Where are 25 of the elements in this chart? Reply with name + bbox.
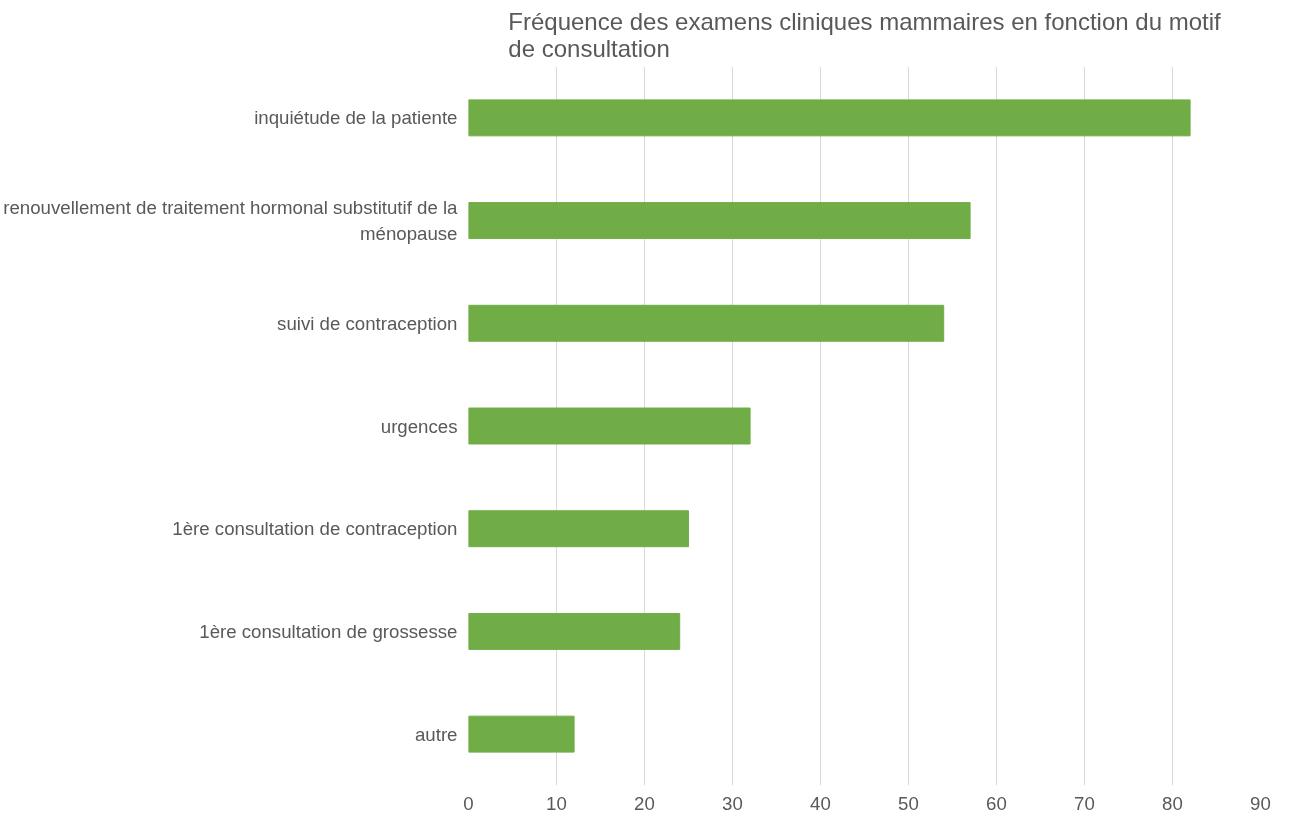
y-tick-label: autre — [414, 723, 458, 745]
x-tick-label: 0 — [463, 792, 474, 814]
x-tick-label: 20 — [634, 792, 655, 814]
bar — [468, 99, 1191, 137]
bar — [468, 304, 945, 342]
bar — [468, 510, 689, 548]
chart-title: Fréquence des examens cliniques mammaires en fonction du motif de consultation — [508, 7, 1222, 62]
y-tick-label: suivi de contraception — [277, 312, 458, 334]
y-tick-label: 1ère consultation de grossesse — [199, 620, 458, 642]
x-tick-label: 80 — [1162, 792, 1183, 814]
x-tick-label: 10 — [546, 792, 567, 814]
bar — [468, 715, 575, 753]
x-tick-label: 60 — [986, 792, 1007, 814]
x-tick-label: 30 — [722, 792, 743, 814]
bar — [468, 407, 751, 445]
y-tick-label: urgences — [380, 415, 458, 437]
bar — [468, 202, 971, 240]
y-tick-label: 1ère consultation de contraception — [172, 518, 458, 540]
x-tick-label: 90 — [1250, 792, 1271, 814]
x-tick-label: 40 — [810, 792, 831, 814]
y-tick-label: renouvellement de traitement hormonal substitutif de la ménopause — [3, 197, 459, 244]
bar — [468, 612, 681, 650]
x-tick-label: 50 — [898, 792, 919, 814]
y-tick-label: inquiétude de la patiente — [254, 107, 458, 129]
x-tick-label: 70 — [1074, 792, 1095, 814]
